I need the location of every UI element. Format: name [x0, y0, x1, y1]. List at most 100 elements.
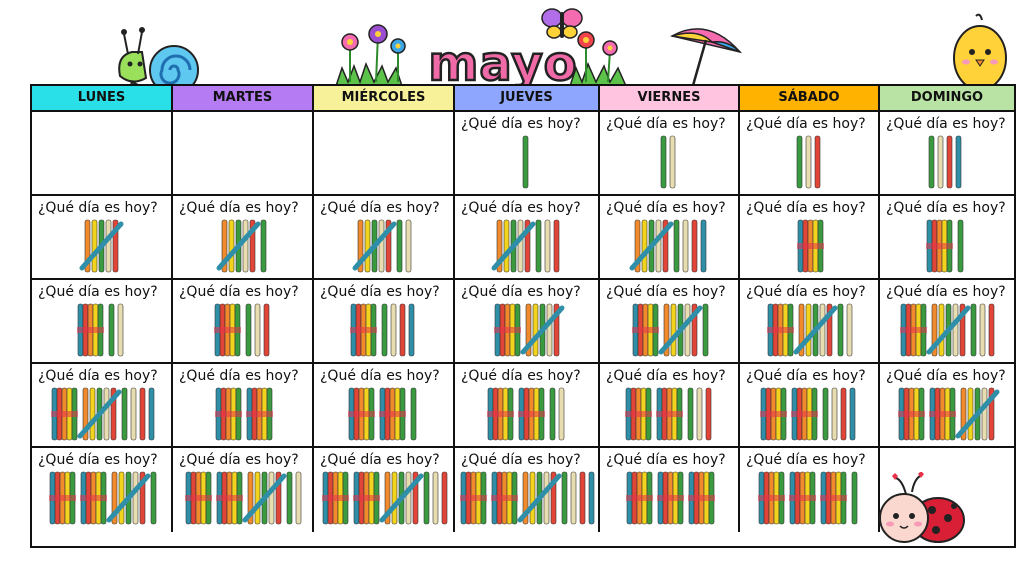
day-cell[interactable]: ¿Qué día es hoy? — [880, 280, 1014, 364]
day-cell[interactable]: ¿Qué día es hoy? — [600, 112, 740, 196]
day-question: ¿Qué día es hoy? — [461, 116, 581, 132]
day-question: ¿Qué día es hoy? — [461, 452, 581, 468]
day-cell[interactable]: ¿Qué día es hoy? — [600, 364, 740, 448]
group-of-five-stick — [242, 473, 287, 523]
day-question: ¿Qué día es hoy? — [746, 284, 866, 300]
day-cell[interactable]: ¿Qué día es hoy? — [455, 196, 600, 280]
unit-stick — [396, 219, 403, 273]
day-cell[interactable]: ¿Qué día es hoy? — [314, 280, 455, 364]
bundle-band — [77, 327, 104, 333]
day-cell[interactable]: ¿Qué día es hoy? — [600, 448, 740, 532]
bundle-band — [322, 495, 349, 501]
day-cell[interactable]: ¿Qué día es hoy? — [173, 364, 314, 448]
day-cell[interactable]: ¿Qué día es hoy? — [32, 448, 173, 532]
sticks-drawing — [51, 387, 155, 441]
day-cell[interactable]: ¿Qué día es hoy? — [32, 196, 173, 280]
day-cell[interactable]: ¿Qué día es hoy? — [455, 448, 600, 532]
unit-stick — [522, 135, 529, 189]
day-cell[interactable]: ¿Qué día es hoy? — [314, 196, 455, 280]
day-cell[interactable]: ¿Qué día es hoy? — [455, 112, 600, 196]
day-cell[interactable]: ¿Qué día es hoy? — [740, 196, 880, 280]
sticks-drawing — [214, 303, 270, 357]
day-cell[interactable] — [314, 112, 455, 196]
day-cell[interactable]: ¿Qué día es hoy? — [880, 364, 1014, 448]
unit-stick — [544, 219, 551, 273]
day-header: VIERNES — [600, 86, 740, 112]
unit-stick — [796, 135, 803, 189]
day-cell[interactable]: ¿Qué día es hoy? — [455, 280, 600, 364]
bundle-band — [51, 411, 78, 417]
unit-stick — [805, 135, 812, 189]
unit-stick — [108, 303, 115, 357]
group-of-five-stick — [352, 221, 397, 271]
unit-stick — [148, 387, 155, 441]
day-cell[interactable]: ¿Qué día es hoy? — [600, 196, 740, 280]
unit-stick — [822, 387, 829, 441]
group-of-five-stick — [658, 305, 703, 355]
unit-stick — [390, 303, 397, 357]
unit-stick — [579, 471, 586, 525]
day-header: DOMINGO — [880, 86, 1014, 112]
sticks-drawing — [898, 387, 1000, 441]
day-cell[interactable]: ¿Qué día es hoy? — [32, 280, 173, 364]
ten-bundle — [688, 471, 715, 525]
day-cell[interactable]: ¿Qué día es hoy? — [740, 280, 880, 364]
unit-stick — [955, 135, 962, 189]
day-cell[interactable]: ¿Qué día es hoy? — [173, 448, 314, 532]
sticks-drawing — [79, 219, 124, 273]
day-cell[interactable]: ¿Qué día es hoy? — [740, 364, 880, 448]
sticks-drawing — [900, 303, 995, 357]
unit-stick — [268, 471, 275, 525]
sticks-drawing — [348, 387, 417, 441]
day-cell[interactable]: ¿Qué día es hoy? — [600, 280, 740, 364]
day-cell[interactable]: ¿Qué día es hoy? — [455, 364, 600, 448]
ten-bundle — [215, 387, 242, 441]
day-cell[interactable]: ¿Qué día es hoy? — [740, 112, 880, 196]
day-cell[interactable]: ¿Qué día es hoy? — [740, 448, 880, 532]
unit-stick — [103, 387, 110, 441]
day-cell[interactable]: ¿Qué día es hoy? — [173, 196, 314, 280]
day-question: ¿Qué día es hoy? — [606, 368, 726, 384]
day-cell[interactable]: ¿Qué día es hoy? — [880, 196, 1014, 280]
day-cell[interactable]: ¿Qué día es hoy? — [314, 364, 455, 448]
bundle-band — [926, 243, 953, 249]
unit-stick — [849, 387, 856, 441]
bundle-band — [791, 411, 818, 417]
unit-stick — [117, 303, 124, 357]
ten-bundle — [77, 303, 104, 357]
ten-bundle — [926, 219, 953, 273]
day-cell[interactable]: ¿Qué día es hoy? — [173, 280, 314, 364]
bundle-band — [820, 495, 847, 501]
sticks-drawing — [926, 219, 964, 273]
unit-stick — [364, 219, 371, 273]
unit-stick — [260, 219, 267, 273]
day-cell[interactable]: ¿Qué día es hoy? — [880, 112, 1014, 196]
day-question: ¿Qué día es hoy? — [606, 116, 726, 132]
bundle-band — [632, 327, 659, 333]
bundle-band — [491, 495, 518, 501]
day-cell[interactable]: ¿Qué día es hoy? — [314, 448, 455, 532]
sticks-drawing — [797, 219, 824, 273]
day-cell[interactable] — [173, 112, 314, 196]
unit-stick — [263, 303, 270, 357]
day-question: ¿Qué día es hoy? — [179, 452, 299, 468]
day-question: ¿Qué día es hoy? — [746, 116, 866, 132]
sticks-drawing — [760, 387, 856, 441]
day-question: ¿Qué día es hoy? — [320, 452, 440, 468]
unit-stick — [118, 471, 125, 525]
unit-stick — [441, 471, 448, 525]
day-cell[interactable]: ¿Qué día es hoy? — [32, 364, 173, 448]
bundle-band — [80, 495, 107, 501]
group-of-five-stick — [926, 305, 971, 355]
ten-bundle — [632, 303, 659, 357]
ten-bundle — [322, 471, 349, 525]
calendar-grid: LUNES MARTES MIÉRCOLES JUEVES VIERNES SÁBADO D… — [30, 84, 1016, 548]
day-cell[interactable] — [32, 112, 173, 196]
unit-stick — [938, 303, 945, 357]
group-of-five-stick — [79, 221, 124, 271]
sticks-drawing — [460, 471, 595, 525]
day-question: ¿Qué día es hoy? — [606, 284, 726, 300]
unit-stick — [150, 471, 157, 525]
ten-bundle — [185, 471, 212, 525]
ten-bundle — [350, 303, 377, 357]
